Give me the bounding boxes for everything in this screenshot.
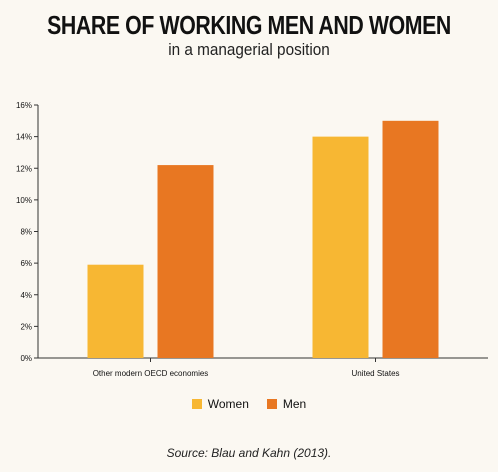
- y-tick-label: 4%: [20, 291, 32, 300]
- y-tick-label: 14%: [16, 133, 32, 142]
- y-tick-label: 0%: [20, 354, 32, 363]
- bar-men-0: [157, 165, 214, 358]
- y-tick-label: 12%: [16, 164, 32, 173]
- legend-swatch-men: [266, 399, 277, 409]
- legend-item-women: Women: [191, 397, 249, 411]
- legend-item-men: Men: [266, 397, 307, 411]
- y-tick-label: 8%: [20, 228, 32, 237]
- legend-label-women: Women: [207, 397, 249, 411]
- y-tick-label: 10%: [16, 196, 32, 205]
- bar-women-0: [87, 264, 144, 358]
- chart-title: SHARE OF WORKING MEN AND WOMEN: [47, 10, 451, 40]
- x-category-label: United States: [351, 369, 399, 378]
- source-note: Source: Blau and Kahn (2013).: [166, 446, 332, 460]
- legend-swatch-women: [191, 399, 202, 409]
- x-category-label: Other modern OECD economies: [93, 369, 209, 378]
- legend: Women Men: [0, 397, 498, 411]
- bar-men-1: [382, 120, 439, 358]
- bar-women-1: [312, 136, 369, 358]
- y-tick-label: 2%: [20, 322, 32, 331]
- y-tick-label: 16%: [16, 101, 32, 110]
- chart-subtitle: in a managerial position: [168, 40, 330, 59]
- y-tick-label: 6%: [20, 259, 32, 268]
- legend-label-men: Men: [282, 397, 307, 411]
